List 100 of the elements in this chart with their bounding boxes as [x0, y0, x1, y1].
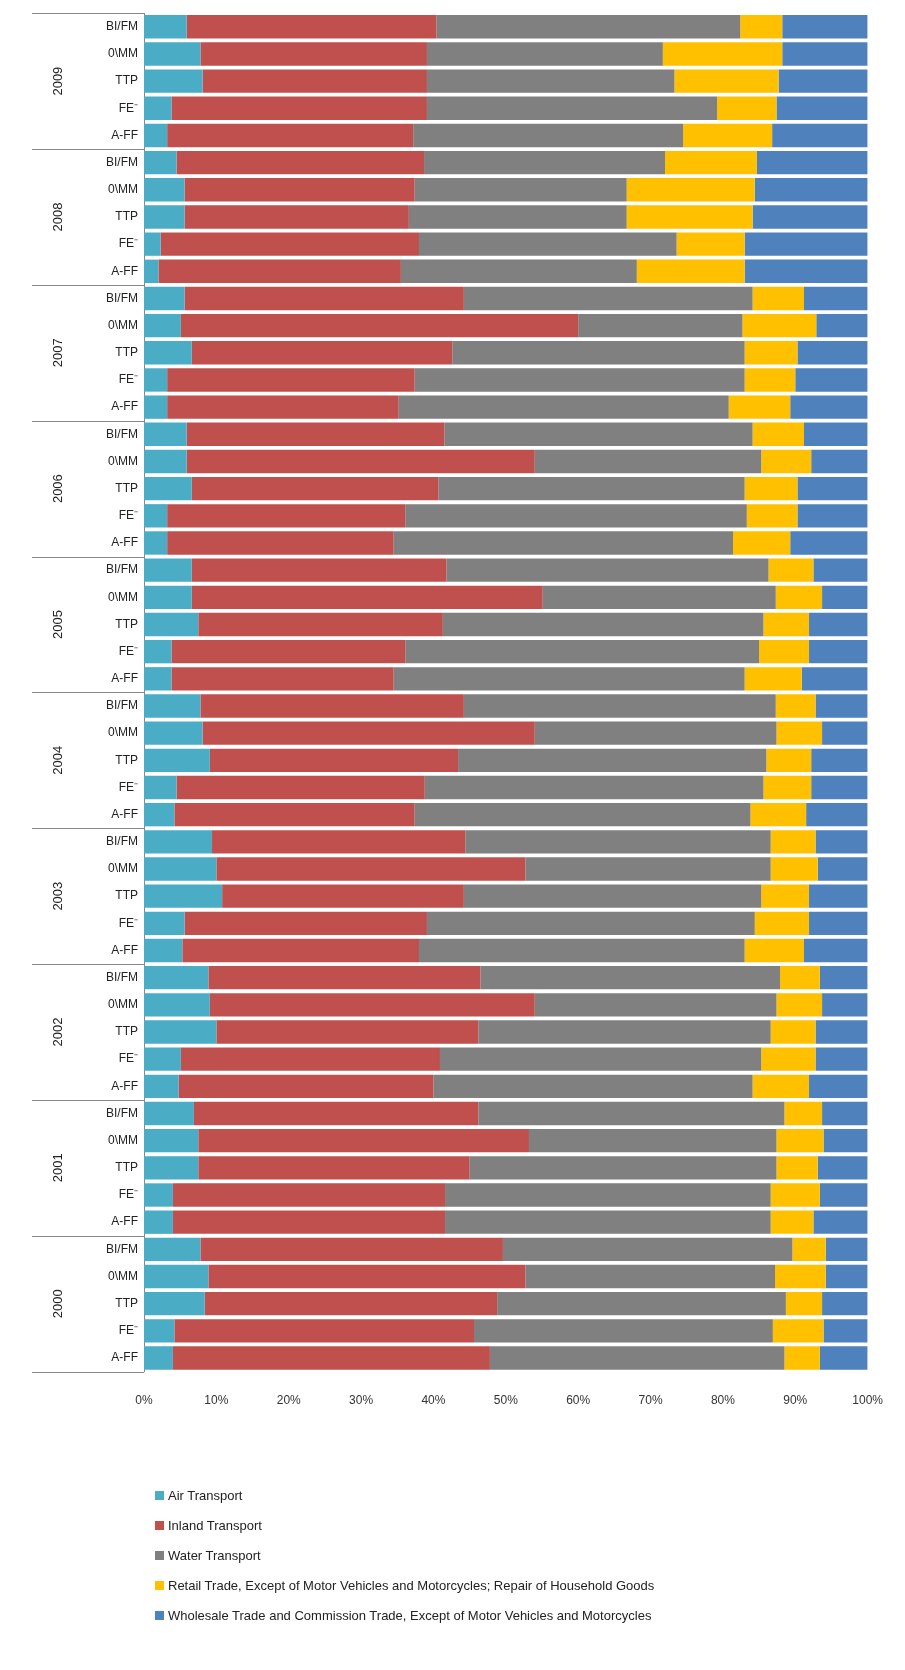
bar [172, 1346, 490, 1370]
y-tick-label: TTP [115, 1024, 138, 1039]
y-tick-label: TTP [115, 1295, 138, 1310]
bar [144, 667, 172, 691]
bar [193, 1101, 479, 1126]
text: 2004 [49, 745, 65, 775]
bar [186, 422, 445, 446]
bar [478, 1020, 771, 1044]
bar [776, 993, 823, 1017]
bar [801, 667, 868, 691]
bar [144, 449, 187, 474]
y-tick-label: A-FF [111, 535, 138, 550]
bar [216, 857, 526, 881]
y-tick-label: 0\MM [108, 589, 138, 604]
bar [408, 205, 627, 229]
y-tick-label: FE⁻ [118, 643, 138, 658]
bar [167, 504, 406, 528]
bar [463, 286, 753, 311]
bar [761, 449, 812, 474]
bar [144, 911, 185, 936]
y-tick-label: 0\MM [108, 1268, 138, 1283]
bar [144, 721, 203, 745]
bar [763, 775, 812, 800]
bar [792, 1237, 826, 1262]
bar [463, 884, 762, 908]
bar [144, 558, 192, 582]
bar [186, 449, 535, 474]
bar [816, 313, 868, 338]
bar [815, 1047, 868, 1071]
y-tick-label: BI/FM [106, 154, 138, 169]
bar [759, 639, 810, 664]
bar [144, 259, 159, 283]
bar [717, 96, 777, 120]
bar [452, 341, 745, 365]
bar [144, 69, 203, 93]
bar [819, 1346, 868, 1370]
y-tick-label: A-FF [111, 671, 138, 686]
bar [144, 232, 161, 256]
y-tick-label: BI/FM [106, 426, 138, 441]
y-tick-label: 0\MM [108, 725, 138, 740]
bar [160, 232, 419, 256]
bar [144, 694, 201, 718]
bar [144, 1128, 199, 1153]
bar [776, 1156, 818, 1180]
y-tick-label: A-FF [111, 806, 138, 821]
bar [200, 1237, 503, 1262]
bar [754, 178, 868, 202]
bar [469, 1156, 777, 1180]
y-tick-label: TTP [115, 1160, 138, 1175]
y-tick-label: TTP [115, 888, 138, 903]
y-tick-label: A-FF [111, 399, 138, 414]
bar [811, 449, 868, 474]
bar [775, 585, 823, 609]
bar [208, 1264, 526, 1289]
bar [144, 938, 183, 963]
bar [809, 639, 868, 664]
y-tick-label: TTP [115, 616, 138, 631]
x-tick-label: 40% [421, 1393, 446, 1408]
bar [424, 150, 666, 175]
bar [744, 938, 804, 963]
bar [525, 857, 771, 881]
bar [202, 721, 535, 745]
bar [728, 395, 791, 419]
bar [636, 259, 745, 283]
bar [497, 1292, 786, 1316]
y-tick-label: 0\MM [108, 182, 138, 197]
bar [202, 69, 427, 93]
bar [426, 96, 718, 120]
bar [144, 504, 168, 528]
bar [167, 395, 399, 419]
bar [803, 938, 868, 963]
bar [144, 123, 168, 148]
bar [171, 667, 394, 691]
bar [782, 42, 868, 66]
bar [144, 286, 185, 311]
bar [817, 857, 868, 881]
bar [144, 1346, 173, 1370]
bar [144, 1020, 217, 1044]
bar [813, 1210, 868, 1234]
bar [822, 1292, 868, 1316]
bar [752, 1074, 810, 1099]
bar [809, 911, 868, 936]
bar [418, 938, 745, 963]
y-tick-label: FE⁻ [118, 915, 138, 930]
bar [542, 585, 776, 609]
y-tick-label: TTP [115, 345, 138, 360]
y-tick-label: BI/FM [106, 969, 138, 984]
x-tick-label: 90% [783, 1393, 808, 1408]
bar [775, 1264, 826, 1289]
bar [674, 69, 779, 93]
bar [212, 830, 466, 854]
legend-label: Wholesale Trade and Commission Trade, Except of Motor Vehicles and Motorcycles [168, 1607, 652, 1623]
bar [744, 259, 868, 283]
legend-label: Inland Transport [168, 1517, 262, 1533]
bar [144, 15, 187, 39]
bar [744, 232, 868, 256]
text: 2006 [49, 474, 65, 504]
bar [815, 694, 868, 718]
y-tick-label: 0\MM [108, 1132, 138, 1147]
bar [144, 639, 172, 664]
